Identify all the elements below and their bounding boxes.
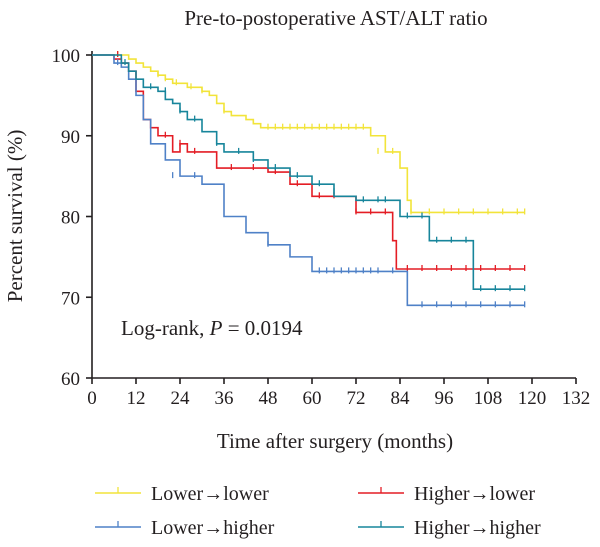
log-rank-annotation: Log-rank, P = 0.0194 [121,316,303,340]
series-line [92,54,525,290]
legend-label: Higher→lower [414,483,535,505]
legend-item: Higher→higher [358,517,541,539]
y-tick-label: 100 [52,46,81,67]
annotation-prefix: Log-rank, [121,316,210,340]
x-axis-label: Time after surgery (months) [217,429,453,453]
x-tick-label: 48 [259,388,278,409]
x-tick-label: 24 [171,388,191,409]
chart-title: Pre-to-postoperative AST/ALT ratio [184,6,487,30]
annotation-p-symbol: P [209,316,223,340]
plot-area [92,51,526,308]
legend-label: Higher→higher [414,517,541,539]
series-1 [92,51,526,271]
x-tick-label: 84 [391,388,411,409]
y-tick-label: 80 [61,208,80,229]
x-tick-label: 60 [303,388,322,409]
y-tick-label: 70 [61,288,80,309]
x-tick-label: 96 [435,388,454,409]
x-tick-label: 36 [215,388,234,409]
y-tick-label: 90 [61,127,80,148]
x-tick-label: 72 [347,388,366,409]
x-tick-label: 12 [127,388,146,409]
x-tick-label: 120 [518,388,547,409]
y-axis-label: Percent survival (%) [3,130,27,303]
legend-label: Lower→higher [151,517,275,539]
y-tick-label: 60 [61,369,80,390]
series-0 [92,51,526,215]
axes: 0 12 24 36 48 60 72 84 96 108 120 132 60 70 80 90 100 [52,46,591,409]
series-line [92,54,525,214]
legend-item: Higher→lower [358,483,535,505]
legend-item: Lower→higher [95,517,275,539]
x-ticks: 0 12 24 36 48 60 72 84 96 108 120 132 [87,378,590,409]
legend-label: Lower→lower [151,483,269,505]
x-tick-label: 108 [474,388,503,409]
annotation-suffix: = 0.0194 [222,316,303,340]
series-line [92,54,525,307]
legend: Lower→lower Higher→lower Lower→higher Highe… [95,483,541,539]
x-tick-label: 0 [87,388,97,409]
x-tick-label: 132 [562,388,591,409]
y-ticks: 60 70 80 90 100 [52,46,92,390]
legend-item: Lower→lower [95,483,269,505]
series-3 [92,54,526,292]
